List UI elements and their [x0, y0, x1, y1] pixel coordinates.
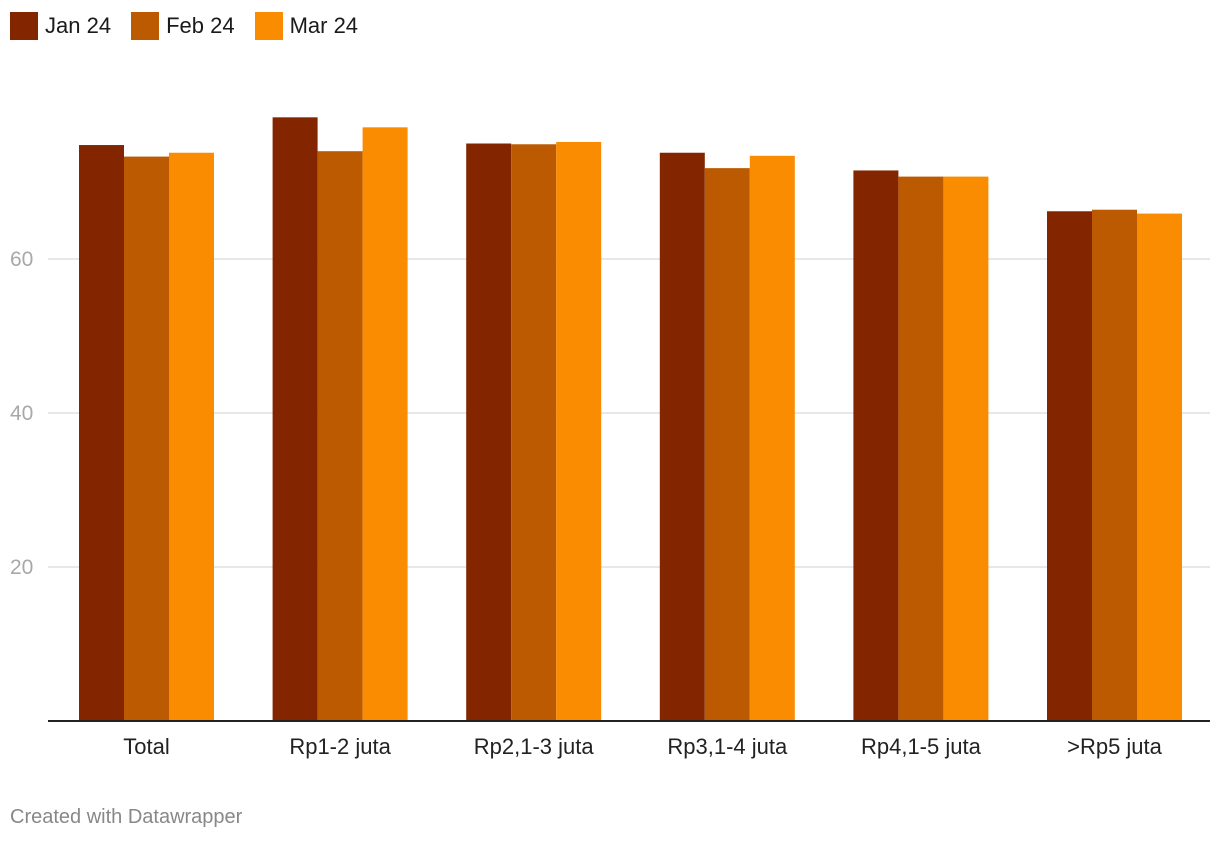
- bar-1-2: [511, 144, 557, 721]
- legend-item-feb: Feb 24: [131, 12, 235, 40]
- x-tick-label-3: Rp3,1-4 juta: [667, 734, 788, 759]
- legend-label-jan: Jan 24: [45, 13, 112, 38]
- legend-label-mar: Mar 24: [289, 13, 359, 38]
- legend-item-mar: Mar 24: [254, 12, 359, 40]
- bar-0-1: [272, 117, 318, 721]
- bar-0-5: [1047, 211, 1092, 721]
- x-tick-label-4: Rp4,1-5 juta: [861, 734, 982, 759]
- bar-2-2: [556, 141, 602, 721]
- bar-2-1: [362, 127, 408, 721]
- legend-swatch-feb: [131, 12, 160, 40]
- bar-1-3: [704, 168, 750, 721]
- legend: Jan 24 Feb 24 Mar 24: [10, 12, 358, 40]
- bar-0-3: [659, 152, 705, 722]
- bar-1-5: [1092, 209, 1137, 721]
- bar-1-0: [124, 156, 169, 722]
- bar-1-1: [317, 151, 363, 721]
- bar-0-2: [466, 143, 512, 721]
- legend-swatch-mar: [254, 12, 283, 40]
- legend-label-feb: Feb 24: [166, 13, 235, 38]
- bar-2-0: [169, 152, 214, 722]
- bar-2-5: [1137, 213, 1182, 721]
- y-tick-label-60: 60: [10, 248, 33, 271]
- credit-text: Created with Datawrapper: [10, 806, 243, 828]
- bar-0-4: [853, 170, 899, 721]
- bar-1-4: [898, 176, 944, 722]
- bar-2-3: [749, 155, 795, 721]
- legend-swatch-jan: [10, 12, 38, 40]
- x-tick-label-0: Total: [123, 734, 169, 759]
- x-tick-label-2: Rp2,1-3 juta: [474, 734, 595, 759]
- x-tick-label-1: Rp1-2 juta: [289, 734, 391, 759]
- bar-0-0: [79, 145, 124, 722]
- y-tick-label-40: 40: [10, 402, 33, 425]
- x-tick-label-5: >Rp5 juta: [1067, 734, 1163, 759]
- legend-item-jan: Jan 24: [10, 12, 111, 40]
- y-tick-label-20: 20: [10, 556, 33, 579]
- bar-2-4: [943, 176, 989, 722]
